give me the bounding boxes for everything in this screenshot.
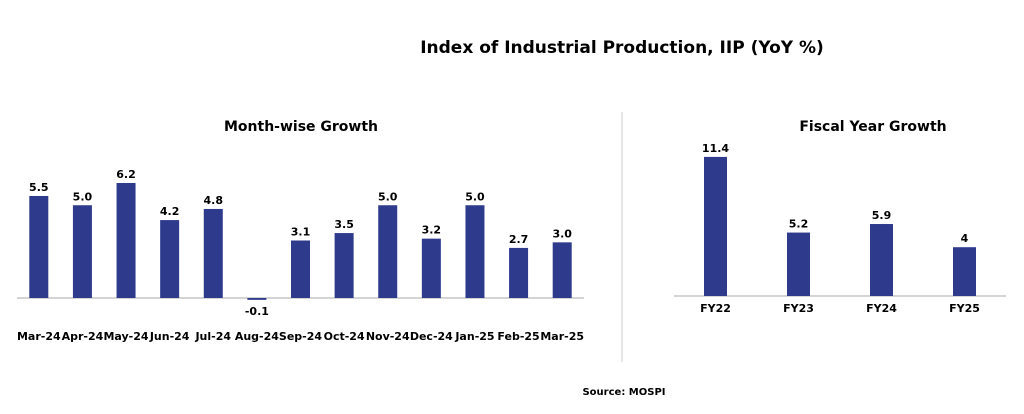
data-label: 11.4 [702,142,729,155]
x-tick-label: Dec-24 [410,330,453,343]
data-label: 4.2 [160,205,180,218]
data-label: 5.9 [872,209,892,222]
month-chart-title: Month-wise Growth [224,119,378,135]
source-note: Source: MOSPI [582,387,665,398]
x-tick-label: FY22 [700,302,731,315]
bar [291,240,310,298]
bar [870,224,893,296]
x-tick-label: FY24 [866,302,897,315]
bar [334,233,354,298]
x-tick-label: Oct-24 [324,330,365,343]
data-label: 6.2 [116,168,136,181]
bar [787,232,810,296]
bar [247,298,267,300]
bar [378,205,398,298]
bar [116,182,136,298]
data-label: 5.0 [378,190,398,203]
x-tick-label: Jul-24 [194,330,231,343]
data-label: 3.5 [334,218,354,231]
data-label: 3.1 [291,225,311,238]
chart-title: Index of Industrial Production, IIP (YoY… [420,38,824,58]
month-wise-chart: 5.5 Mar-24 5.0 Apr-24 6.2 May-24 4.2 Jun-24 4.8 J… [17,168,584,343]
bar [72,205,92,298]
x-tick-label: Jun-24 [149,330,190,343]
data-label: 4.8 [204,194,224,207]
x-tick-label: Feb-25 [497,330,539,343]
x-tick-label: Sep-24 [279,330,322,343]
data-label: 5.2 [789,218,809,231]
bar [465,205,485,298]
bar [953,247,976,296]
fiscal-year-chart: 11.4 FY22 5.2 FY23 5.9 FY24 4 FY25 [674,142,1006,315]
x-tick-label: Nov-24 [366,330,410,343]
x-tick-label: Mar-25 [540,330,584,343]
x-tick-label: Apr-24 [62,330,104,343]
bar [704,156,727,296]
fy-chart-title: Fiscal Year Growth [799,119,946,135]
x-tick-label: FY23 [783,302,814,315]
x-tick-label: FY25 [949,302,980,315]
data-label: 2.7 [509,233,529,246]
data-label: 4 [961,232,969,245]
x-tick-label: Jan-25 [454,330,494,343]
bar [160,220,180,298]
x-tick-label: Aug-24 [235,330,279,343]
data-label: 3.2 [422,224,442,237]
bar [552,242,572,298]
data-label: 5.0 [73,190,93,203]
x-tick-label: May-24 [103,330,148,343]
bar [29,195,49,298]
x-tick-label: Mar-24 [17,330,61,343]
data-label: 5.5 [29,181,49,194]
data-label: 3.0 [552,227,572,240]
bar [203,208,223,298]
bar [509,247,529,298]
bar [421,238,441,298]
data-label: 5.0 [465,190,485,203]
data-label: -0.1 [245,305,269,318]
